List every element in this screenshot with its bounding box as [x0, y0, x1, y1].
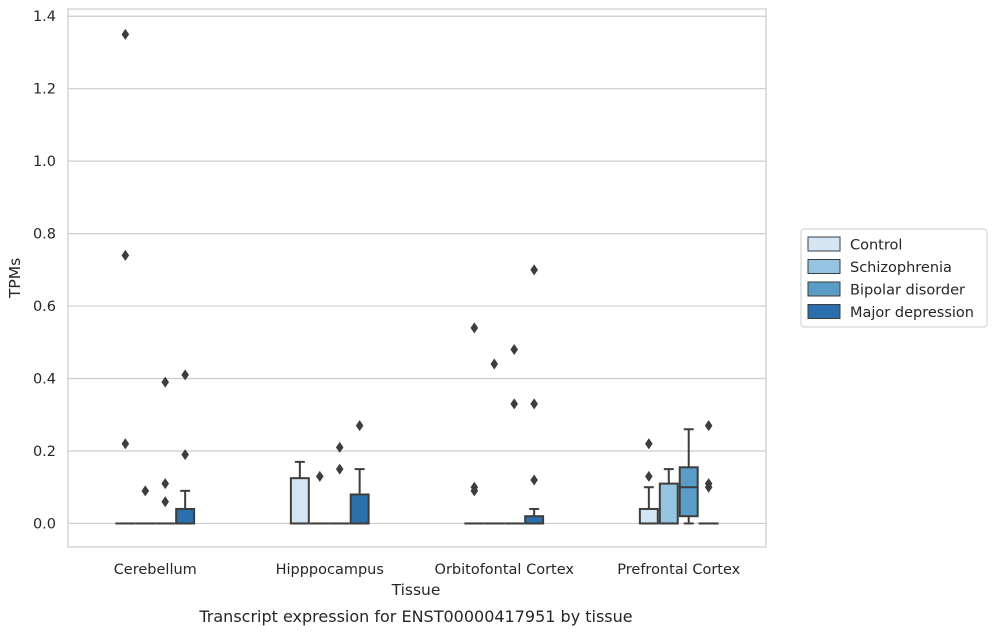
outlier-point — [181, 449, 189, 461]
box-group — [484, 358, 505, 525]
outlier-point — [141, 485, 150, 497]
y-tick-label: 0.6 — [33, 299, 56, 315]
y-tick-label: 0.2 — [33, 444, 56, 460]
box-group — [524, 264, 545, 525]
x-tick-labels: Cerebellum Hipppocampus Orbitofontal Corte… — [114, 562, 741, 578]
outlier-point — [161, 496, 170, 508]
legend-label: Control — [850, 238, 902, 254]
box — [658, 482, 679, 525]
box-group — [698, 420, 719, 525]
outlier-point — [704, 420, 713, 432]
outlier-point — [161, 478, 170, 490]
y-tick-label: 0.4 — [33, 372, 56, 388]
box-group — [309, 470, 330, 525]
outlier-point — [530, 474, 538, 486]
box-group — [658, 468, 679, 525]
legend-label: Bipolar disorder — [850, 283, 965, 299]
outlier-point — [645, 438, 653, 450]
outlier-point — [121, 438, 130, 450]
x-tick-label: Prefrontal Cortex — [617, 562, 740, 578]
box — [524, 515, 545, 525]
outlier-point — [315, 470, 324, 482]
outlier-point — [490, 358, 499, 370]
grid-lines — [68, 15, 766, 525]
legend-label: Major depression — [850, 305, 974, 321]
legend-swatch — [807, 236, 841, 252]
outlier-point — [161, 376, 170, 388]
x-tick-label: Cerebellum — [114, 562, 197, 578]
outlier-point — [530, 264, 538, 276]
box-group — [155, 376, 176, 525]
box — [289, 477, 310, 525]
box-group — [289, 460, 310, 525]
box-groups — [115, 28, 719, 525]
box-group — [504, 344, 525, 525]
legend-label: Schizophrenia — [850, 260, 952, 276]
legend-swatch — [807, 281, 841, 297]
box — [175, 507, 196, 525]
y-tick-label: 1.2 — [33, 82, 56, 98]
outlier-point — [121, 249, 130, 261]
legend-frame — [800, 228, 988, 328]
y-tick-labels: 0.0 0.2 0.4 0.6 0.8 1.0 1.2 1.4 — [33, 9, 56, 532]
y-tick-label: 0.0 — [33, 516, 56, 532]
outlier-point — [530, 398, 538, 410]
outlier-point — [470, 322, 479, 334]
outlier-point — [704, 481, 713, 493]
box-group — [349, 420, 370, 525]
outlier-point — [645, 470, 653, 482]
y-axis-label: TPMs — [6, 258, 24, 299]
x-tick-label: Hipppocampus — [276, 562, 384, 578]
outlier-point — [510, 344, 519, 356]
plot-frame — [67, 8, 767, 548]
box-group — [135, 485, 156, 525]
y-tick-label: 1.4 — [33, 9, 56, 25]
box-group — [464, 322, 485, 525]
box — [678, 466, 699, 518]
legend: Control Schizophrenia Bipolar disorder Majo… — [800, 228, 988, 328]
x-tick-label: Orbitofontal Cortex — [435, 562, 575, 578]
outlier-point — [335, 441, 344, 453]
box — [349, 493, 370, 525]
outlier-point — [121, 28, 130, 40]
box — [638, 507, 659, 525]
outlier-point — [335, 463, 344, 475]
y-tick-label: 0.8 — [33, 227, 56, 243]
x-axis-label: Tissue — [391, 581, 441, 599]
legend-swatch — [807, 304, 841, 319]
legend-swatch — [807, 259, 841, 274]
outlier-point — [355, 420, 364, 432]
outlier-point — [181, 369, 189, 381]
box-group — [638, 438, 659, 525]
box-group — [175, 369, 196, 525]
box-group — [115, 28, 136, 525]
box-group — [678, 428, 699, 525]
outlier-point — [510, 398, 519, 410]
y-tick-label: 1.0 — [33, 154, 56, 170]
chart-caption: Transcript expression for ENST0000041795… — [198, 607, 632, 626]
outlier-point — [470, 485, 479, 497]
box-group — [329, 441, 350, 525]
